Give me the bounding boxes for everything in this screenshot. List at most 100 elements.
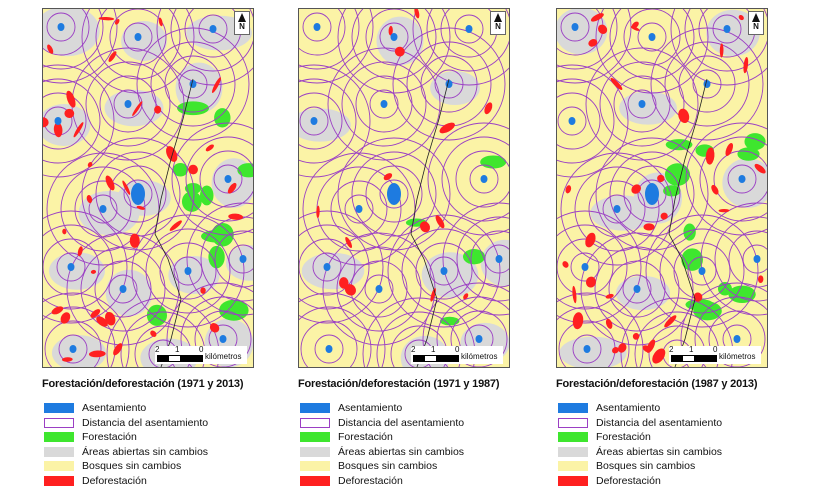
deforestation-patch: [209, 323, 220, 333]
deforestation-patch: [678, 108, 690, 124]
distance-ring: [113, 89, 143, 119]
deforestation-patch: [585, 276, 596, 288]
distance-ring: [557, 106, 587, 136]
deforestation-patch: [64, 108, 75, 119]
legend-label: Distancia del asentamiento: [596, 416, 723, 429]
distance-ring: [365, 9, 423, 66]
deforestation-patch: [652, 348, 666, 364]
deforestation-patch: [618, 343, 627, 353]
distance-ring: [178, 69, 208, 99]
distance-ring: [588, 180, 646, 238]
distance-ring: [622, 274, 652, 304]
distance-ring: [637, 22, 667, 52]
distance-ring: [687, 256, 717, 286]
distance-ring: [422, 282, 509, 367]
legend-swatch: [300, 432, 330, 443]
settlement-marker: [355, 205, 363, 213]
deforestation-patch: [62, 228, 67, 235]
legend-swatch: [558, 475, 588, 486]
settlement-marker: [568, 117, 576, 125]
distance-ring: [299, 306, 372, 367]
distance-ring: [434, 69, 464, 99]
deforestation-patch: [725, 142, 734, 156]
open-area-patch: [168, 255, 220, 295]
settlement-marker: [375, 285, 383, 293]
distance-ring: [387, 214, 501, 328]
distance-ring: [95, 9, 181, 80]
legend-swatch: [44, 461, 74, 472]
legend-swatch: [44, 403, 74, 413]
distance-ring: [728, 230, 767, 288]
settlement-marker: [224, 175, 232, 183]
deforestation-patch: [664, 315, 677, 328]
distance-ring: [180, 296, 253, 367]
settlement-marker: [323, 263, 331, 271]
distance-ring: [557, 92, 601, 150]
deforestation-patch: [227, 182, 237, 194]
legend-swatch: [44, 417, 74, 428]
distance-ring: [330, 180, 388, 238]
map-canvas: [43, 9, 253, 367]
settlement-marker: [134, 33, 142, 41]
deforestation-patch: [90, 309, 101, 318]
distance-ring: [299, 224, 370, 310]
legend-label: Áreas abiertas sin cambios: [82, 445, 209, 458]
legend-label: Bosques sin cambios: [338, 460, 438, 473]
legend-item: Asentamiento: [42, 401, 312, 416]
distance-ring: [299, 78, 357, 164]
legend-item: Áreas abiertas sin cambios: [42, 445, 312, 460]
settlement-marker: [54, 117, 62, 125]
distance-ring: [43, 210, 128, 324]
deforestation-patch: [150, 330, 157, 337]
distance-ring: [678, 55, 736, 113]
legend-label: Distancia del asentamiento: [82, 416, 209, 429]
distance-ring: [43, 92, 87, 150]
deforestation-patch: [132, 101, 143, 116]
legend-label: Forestación: [82, 431, 137, 444]
distance-ring: [412, 9, 509, 86]
distance-ring: [570, 252, 600, 282]
legend-label: Áreas abiertas sin cambios: [596, 445, 723, 458]
settlement-marker: [189, 80, 197, 88]
deforestation-patch: [439, 122, 455, 134]
distance-ring: [699, 136, 767, 222]
legend-swatch: [558, 446, 588, 457]
distance-ring: [426, 9, 509, 72]
distance-ring: [74, 180, 132, 238]
legend-item: Deforestación: [298, 474, 568, 489]
distance-ring: [392, 27, 506, 141]
distance-ring: [170, 9, 253, 72]
distance-ring: [379, 179, 409, 209]
forestation-patch: [664, 163, 691, 186]
distance-ring: [450, 310, 508, 367]
legend-item: Distancia del asentamiento: [556, 416, 826, 431]
forestation-patch: [681, 248, 703, 271]
settlement-marker: [480, 175, 488, 183]
forestation-patch: [208, 245, 225, 269]
deforestation-patch: [394, 46, 405, 57]
distance-ring: [299, 238, 356, 296]
settlement-marker: [648, 33, 656, 41]
distance-ring: [46, 12, 76, 42]
distance-ring: [109, 165, 167, 223]
deforestation-patch: [743, 56, 749, 74]
legend-item: Áreas abiertas sin cambios: [298, 445, 568, 460]
distance-ring: [650, 27, 764, 141]
settlement-marker: [645, 183, 659, 205]
settlement-marker: [753, 255, 761, 263]
deforestation-patch: [96, 316, 108, 327]
distance-ring: [173, 256, 203, 286]
forestation-patch: [439, 316, 460, 326]
deforestation-patch: [575, 320, 581, 324]
settlement-marker: [390, 33, 398, 41]
settlement-marker: [475, 335, 483, 343]
legend-item: Áreas abiertas sin cambios: [556, 445, 826, 460]
distance-ring: [369, 89, 399, 119]
distance-ring: [58, 334, 88, 364]
distance-ring: [712, 14, 742, 44]
distance-ring: [66, 232, 180, 346]
deforestation-patch: [136, 205, 146, 210]
